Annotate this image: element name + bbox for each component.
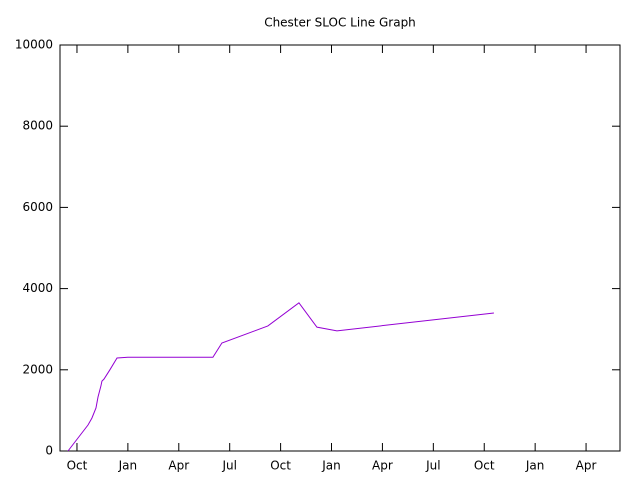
y-tick-label: 8000	[22, 119, 53, 133]
x-tick-label: Jul	[221, 459, 236, 473]
y-tick-label: 2000	[22, 362, 53, 376]
x-tick-label: Jul	[425, 459, 440, 473]
x-tick-label: Oct	[474, 459, 495, 473]
data-line	[67, 302, 494, 452]
x-tick-label: Jan	[321, 459, 341, 473]
chart-title: Chester SLOC Line Graph	[264, 16, 416, 30]
y-tick-label: 0	[45, 444, 53, 458]
x-tick-label: Apr	[576, 459, 597, 473]
x-tick-label: Oct	[270, 459, 291, 473]
plot-frame	[59, 44, 621, 452]
y-tick-label: 6000	[22, 200, 53, 214]
x-tick-label: Jan	[525, 459, 545, 473]
x-tick-label: Oct	[67, 459, 88, 473]
y-tick-label: 4000	[22, 281, 53, 295]
x-tick-label: Jan	[118, 459, 138, 473]
x-tick-label: Apr	[168, 459, 189, 473]
y-tick-label: 10000	[15, 38, 53, 52]
x-tick-label: Apr	[372, 459, 393, 473]
